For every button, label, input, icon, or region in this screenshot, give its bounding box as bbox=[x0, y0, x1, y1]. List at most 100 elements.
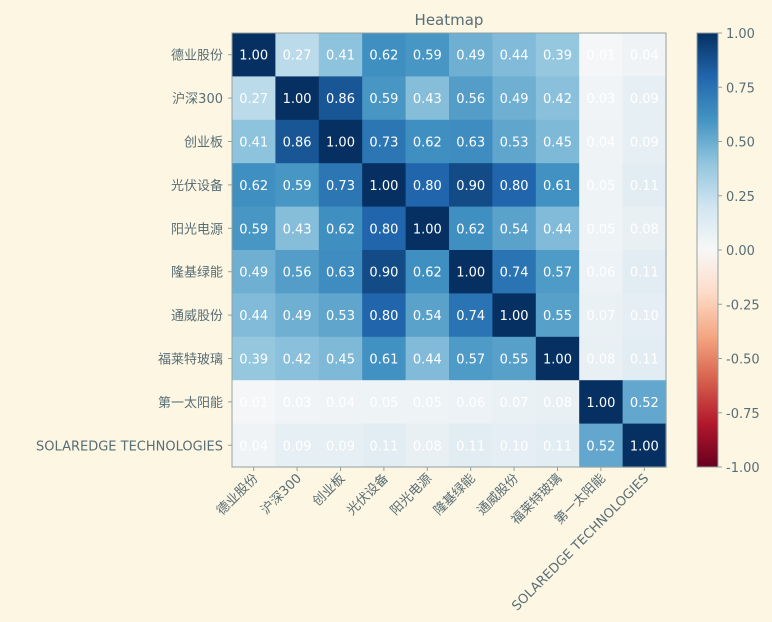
heatmap-cell bbox=[318, 336, 363, 381]
heatmap-cell bbox=[362, 293, 407, 338]
cell-value-label: 0.59 bbox=[239, 222, 268, 237]
heatmap-cell bbox=[579, 423, 624, 468]
cell-value-label: 0.39 bbox=[239, 353, 268, 368]
cell-value-label: 0.54 bbox=[500, 222, 529, 237]
cell-value-label: 0.44 bbox=[543, 222, 572, 237]
heatmap-cell bbox=[232, 250, 276, 294]
heatmap-cell bbox=[405, 336, 450, 381]
heatmap-cell bbox=[535, 33, 580, 77]
heatmap-cell bbox=[318, 119, 363, 164]
y-tick-label: 创业板 bbox=[184, 136, 223, 151]
heatmap-cell bbox=[405, 423, 450, 468]
heatmap-cell bbox=[622, 206, 667, 251]
heatmap-cell bbox=[318, 380, 363, 425]
cell-value-label: 0.09 bbox=[630, 136, 659, 151]
cell-value-label: 0.57 bbox=[456, 353, 485, 368]
heatmap-cell bbox=[492, 336, 537, 381]
cell-value-label: 0.86 bbox=[283, 136, 312, 151]
heatmap-cell bbox=[232, 380, 276, 425]
y-tick-label: 隆基绿能 bbox=[171, 266, 223, 281]
cell-value-label: 0.45 bbox=[543, 136, 572, 151]
heatmap-cell bbox=[275, 250, 320, 294]
heatmap-cell bbox=[275, 163, 320, 208]
cell-value-label: 0.63 bbox=[326, 266, 355, 281]
y-tick-label: 德业股份 bbox=[171, 49, 223, 64]
cell-value-label: 0.03 bbox=[586, 92, 615, 107]
x-tick-label: 沪深300 bbox=[258, 471, 305, 518]
heatmap-cell bbox=[622, 423, 667, 468]
cell-value-label: 0.62 bbox=[239, 179, 268, 194]
cell-value-label: 1.00 bbox=[369, 179, 398, 194]
cell-value-label: 0.11 bbox=[543, 439, 572, 454]
heatmap-cell bbox=[232, 163, 276, 208]
heatmap-cell bbox=[275, 119, 320, 164]
heatmap-cell bbox=[449, 33, 493, 77]
x-tick-label: 创业板 bbox=[310, 471, 348, 509]
x-tick-label: 光伏设备 bbox=[344, 471, 392, 519]
heatmap-cell bbox=[579, 163, 624, 208]
heatmap-cell bbox=[449, 250, 493, 294]
cell-value-label: 1.00 bbox=[456, 266, 485, 281]
cell-value-label: 0.45 bbox=[326, 353, 355, 368]
cell-value-label: 0.44 bbox=[413, 353, 442, 368]
colorbar-tick-label: -0.75 bbox=[726, 407, 760, 422]
cell-value-label: 0.80 bbox=[369, 222, 398, 237]
heatmap-cell bbox=[362, 250, 407, 294]
heatmap-cell bbox=[449, 163, 493, 208]
heatmap-cell bbox=[535, 380, 580, 425]
cell-value-label: 0.49 bbox=[456, 49, 485, 64]
cell-value-label: 0.74 bbox=[456, 309, 485, 324]
heatmap-cell bbox=[318, 163, 363, 208]
heatmap-cell bbox=[622, 293, 667, 338]
cell-value-label: 0.07 bbox=[586, 309, 615, 324]
cell-value-label: 0.90 bbox=[456, 179, 485, 194]
cell-value-label: 0.56 bbox=[456, 92, 485, 107]
heatmap-cell bbox=[449, 336, 493, 381]
cell-value-label: 0.59 bbox=[283, 179, 312, 194]
colorbar-tick-label: -1.00 bbox=[726, 461, 760, 476]
heatmap-cell bbox=[405, 206, 450, 251]
heatmap-cell bbox=[492, 423, 537, 468]
cell-value-label: 0.08 bbox=[413, 439, 442, 454]
heatmap-cell bbox=[449, 380, 493, 425]
heatmap-cell bbox=[535, 206, 580, 251]
cell-value-label: 1.00 bbox=[500, 309, 529, 324]
heatmap-cell bbox=[449, 76, 493, 121]
cell-value-label: 0.11 bbox=[456, 439, 485, 454]
cell-value-label: 0.55 bbox=[500, 353, 529, 368]
cell-value-label: 0.62 bbox=[369, 49, 398, 64]
cell-value-label: 0.44 bbox=[239, 309, 268, 324]
heatmap-cell bbox=[579, 33, 624, 77]
cell-value-label: 0.05 bbox=[586, 179, 615, 194]
cell-value-label: 0.10 bbox=[500, 439, 529, 454]
cell-value-label: 0.42 bbox=[283, 353, 312, 368]
y-tick-label: 第一太阳能 bbox=[158, 396, 223, 411]
heatmap-cell bbox=[449, 293, 493, 338]
cell-value-label: 0.80 bbox=[369, 309, 398, 324]
heatmap-cells bbox=[232, 33, 667, 468]
cell-value-label: 0.61 bbox=[369, 353, 398, 368]
cell-value-label: 0.27 bbox=[283, 49, 312, 64]
cell-value-label: 0.11 bbox=[630, 353, 659, 368]
cell-value-label: 0.43 bbox=[283, 222, 312, 237]
heatmap-cell bbox=[535, 250, 580, 294]
heatmap-cell bbox=[492, 250, 537, 294]
heatmap-cell bbox=[492, 163, 537, 208]
colorbar-tick-label: 1.00 bbox=[726, 27, 755, 42]
x-tick-label: 阳光电源 bbox=[388, 471, 435, 518]
cell-value-label: 0.06 bbox=[586, 266, 615, 281]
heatmap-cell bbox=[579, 119, 624, 164]
x-tick-label: 隆基绿能 bbox=[431, 471, 478, 518]
y-tick-label: 通威股份 bbox=[171, 309, 223, 324]
heatmap-cell bbox=[232, 33, 276, 77]
y-tick-label: 福莱特玻璃 bbox=[158, 353, 223, 368]
cell-value-label: 1.00 bbox=[543, 353, 572, 368]
heatmap-cell bbox=[405, 119, 450, 164]
heatmap-cell bbox=[492, 76, 537, 121]
heatmap-cell bbox=[579, 206, 624, 251]
cell-value-label: 0.80 bbox=[500, 179, 529, 194]
heatmap-cell bbox=[318, 33, 363, 77]
heatmap-cell bbox=[492, 33, 537, 77]
heatmap-cell bbox=[232, 76, 276, 121]
